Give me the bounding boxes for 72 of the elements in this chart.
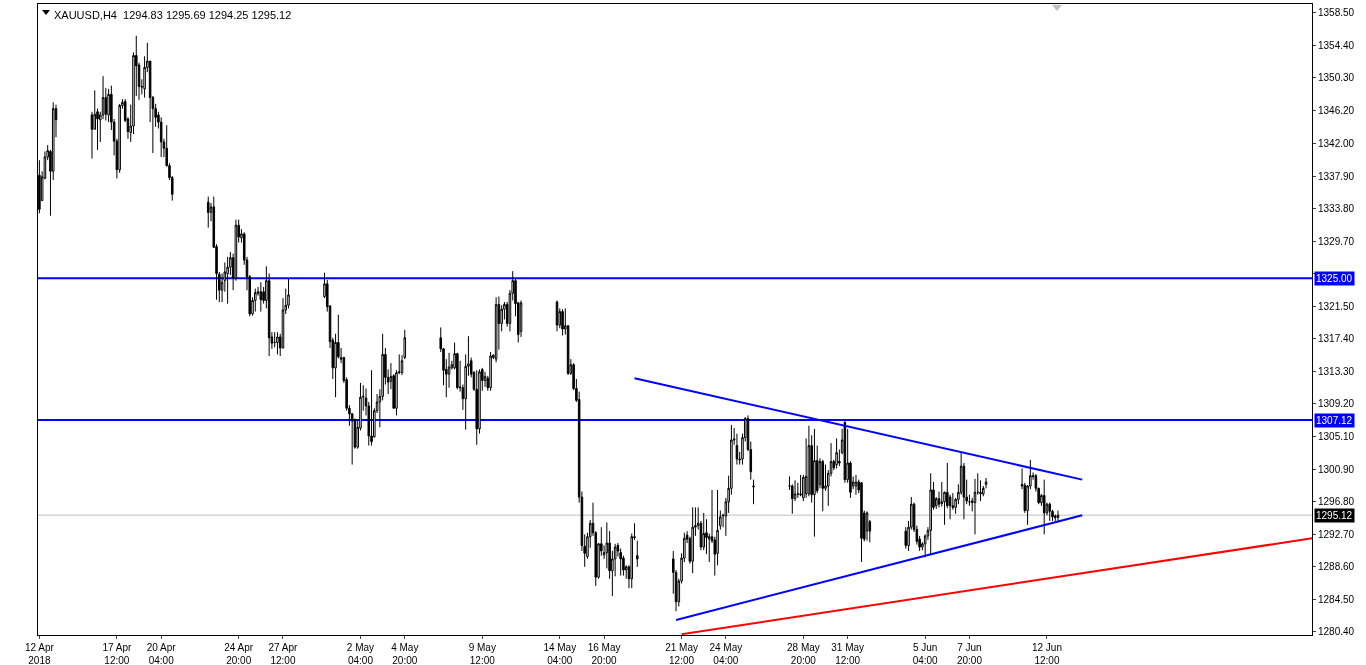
candlestick xyxy=(702,512,705,551)
candlestick xyxy=(475,369,479,446)
x-tick-label: 4 May 20:00 xyxy=(391,642,419,665)
candlestick xyxy=(835,437,838,470)
y-tick-label: 1354.40 xyxy=(1318,39,1355,51)
candlestick xyxy=(483,371,487,388)
y-tick-label: 1337.90 xyxy=(1318,170,1355,182)
y-tick-label: 1309.20 xyxy=(1318,398,1355,410)
candlestick xyxy=(561,308,564,336)
x-tick-label: 28 May 20:00 xyxy=(786,642,820,665)
ref-line-label: 1295.12 xyxy=(1316,510,1353,521)
y-tick-label: 1288.60 xyxy=(1318,561,1355,573)
candlestick xyxy=(519,299,523,338)
candlestick xyxy=(843,419,847,484)
x-tick-label: 12 Apr 2018 xyxy=(24,642,55,665)
x-tick-label: 16 May 20:00 xyxy=(587,642,621,665)
x-tick-label: 5 Jun 04:00 xyxy=(912,642,939,665)
candlestick xyxy=(226,256,229,305)
candlestick xyxy=(370,369,373,447)
x-tick-label: 2 May 04:00 xyxy=(346,642,375,665)
x-tick-label: 27 Apr 12:00 xyxy=(268,642,299,665)
candlestick xyxy=(259,281,263,313)
candlestick xyxy=(1053,514,1057,522)
text: XAUUSD,H4 1294.83 1295.69 1294.25 1295.12 xyxy=(54,9,292,21)
y-tick-label: 1333.80 xyxy=(1318,203,1355,215)
candlestick xyxy=(494,296,498,363)
x-tick-label: 31 May 12:00 xyxy=(831,642,865,665)
y-tick-label: 1292.70 xyxy=(1318,528,1355,540)
candlestick xyxy=(1042,479,1046,535)
x-tick-label: 12 Jun 12:00 xyxy=(1031,642,1062,665)
candlestick xyxy=(555,299,559,332)
candlestick xyxy=(1056,510,1060,523)
candlestick xyxy=(854,474,858,496)
y-tick-label: 1317.40 xyxy=(1318,333,1355,345)
candlestick xyxy=(865,510,869,542)
y-tick-label: 1284.50 xyxy=(1318,593,1355,605)
y-tick-label: 1280.40 xyxy=(1318,626,1355,638)
x-tick-label: 21 May 12:00 xyxy=(665,642,698,665)
y-tick-label: 1350.30 xyxy=(1318,72,1355,84)
y-tick-label: 1313.30 xyxy=(1318,365,1355,377)
candlestick xyxy=(489,351,492,392)
x-tick-label: 24 May 04:00 xyxy=(709,642,743,665)
y-tick-label: 1296.80 xyxy=(1318,496,1355,508)
candlestick xyxy=(691,506,694,574)
y-tick-label: 1358.50 xyxy=(1318,7,1355,19)
candlestick xyxy=(821,459,825,512)
x-tick-label: 24 Apr 20:00 xyxy=(224,642,254,665)
y-tick-label: 1342.00 xyxy=(1318,138,1355,150)
candlestick xyxy=(254,288,257,313)
y-tick-label: 1321.50 xyxy=(1318,300,1355,312)
candlestick xyxy=(929,472,932,555)
ref-line-label: 1307.12 xyxy=(1316,415,1353,426)
candlestick xyxy=(636,540,639,568)
x-tick-label: 9 May 12:00 xyxy=(468,642,496,665)
ref-line-label: 1325.00 xyxy=(1316,273,1353,284)
x-tick-label: 17 Apr 12:00 xyxy=(102,642,133,665)
candlestick xyxy=(799,474,802,497)
x-tick-label: 7 Jun 20:00 xyxy=(956,642,983,665)
candlestick xyxy=(159,116,163,158)
x-tick-label: 20 Apr 04:00 xyxy=(146,642,177,665)
candlestick xyxy=(276,331,279,355)
x-tick-label: 14 May 04:00 xyxy=(543,642,577,665)
candlestick xyxy=(860,481,863,563)
y-tick-label: 1329.70 xyxy=(1318,235,1355,247)
candlestick xyxy=(1048,502,1051,522)
candlestick xyxy=(118,103,121,174)
candlestick xyxy=(813,428,816,538)
candlestick xyxy=(206,196,210,229)
candlestick xyxy=(752,479,755,505)
y-tick-label: 1305.10 xyxy=(1318,430,1355,442)
y-tick-label: 1300.90 xyxy=(1318,463,1355,475)
y-tick-label: 1346.20 xyxy=(1318,104,1355,116)
